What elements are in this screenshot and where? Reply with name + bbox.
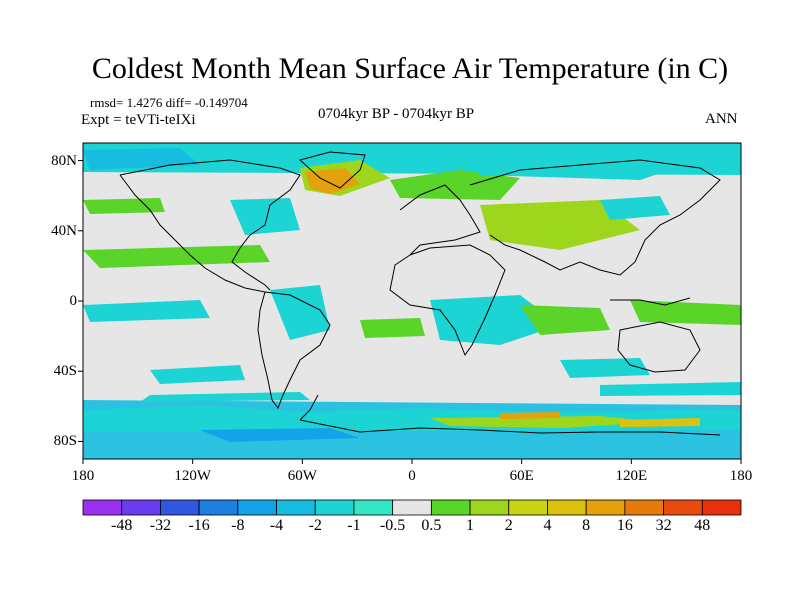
colorbar-box [624, 499, 664, 516]
y-tick-label: 80N [51, 152, 77, 169]
colorbar-box [198, 499, 239, 516]
x-tick-label: 0 [408, 468, 416, 484]
colorbar-box [469, 499, 510, 516]
colorbar-box [82, 499, 123, 516]
y-tick-label: 40S [53, 363, 77, 380]
colorbar-label: -32 [149, 517, 172, 534]
colorbar-box [121, 499, 161, 516]
colorbar-label: -0.5 [379, 517, 406, 534]
colorbar-label: 32 [655, 517, 672, 534]
colorbar-label: 0.5 [421, 517, 442, 534]
anomaly-patches [83, 143, 741, 459]
colorbar-box [353, 499, 394, 516]
colorbar-box [276, 499, 316, 516]
colorbar-label: 48 [694, 517, 711, 534]
x-tick-label: 60W [287, 468, 317, 484]
colorbar-box [160, 499, 200, 516]
axis-ticks [78, 160, 742, 464]
colorbar-box [237, 499, 277, 516]
y-tick-label: 0 [69, 293, 78, 309]
y-tick-label: 80S [53, 433, 77, 450]
colorbar-box [585, 499, 626, 516]
experiment-line: Expt = teVTi-teIXi [81, 112, 196, 128]
colorbar-label: -8 [231, 517, 245, 534]
colorbar-box [392, 499, 432, 516]
colorbar-label: 16 [616, 517, 633, 534]
colorbar-box [508, 499, 548, 516]
coastlines [119, 151, 721, 436]
colorbar-box [701, 499, 742, 516]
colorbar-label: 1 [466, 517, 475, 534]
y-tick-label: 40N [51, 222, 77, 239]
period-line: 0704kyr BP - 0704kyr BP [318, 106, 475, 122]
colorbar-label: 2 [504, 517, 513, 534]
colorbar-label: 4 [543, 517, 552, 534]
colorbar-label: 8 [582, 517, 591, 534]
x-tick-label: 180 [729, 468, 753, 484]
colorbar-label: -48 [111, 517, 133, 534]
colorbar-box [430, 499, 471, 516]
colorbar-label: -16 [188, 517, 210, 534]
map-title: Coldest Month Mean Surface Air Temperatu… [91, 52, 729, 85]
colorbar-label: -4 [269, 517, 284, 534]
colorbar-box [314, 499, 355, 516]
x-tick-label: 120E [615, 468, 648, 484]
x-tick-label: 120W [174, 468, 211, 484]
colorbar-box [547, 499, 587, 516]
colorbar-label: -1 [347, 517, 361, 534]
colorbar-label: -2 [308, 517, 322, 534]
colorbar-box [663, 499, 703, 516]
season-label: ANN [705, 111, 738, 127]
x-tick-label: 180 [71, 468, 95, 484]
x-tick-label: 60E [509, 468, 534, 484]
stats-line: rmsd= 1.4276 diff= -0.149704 [90, 95, 248, 110]
